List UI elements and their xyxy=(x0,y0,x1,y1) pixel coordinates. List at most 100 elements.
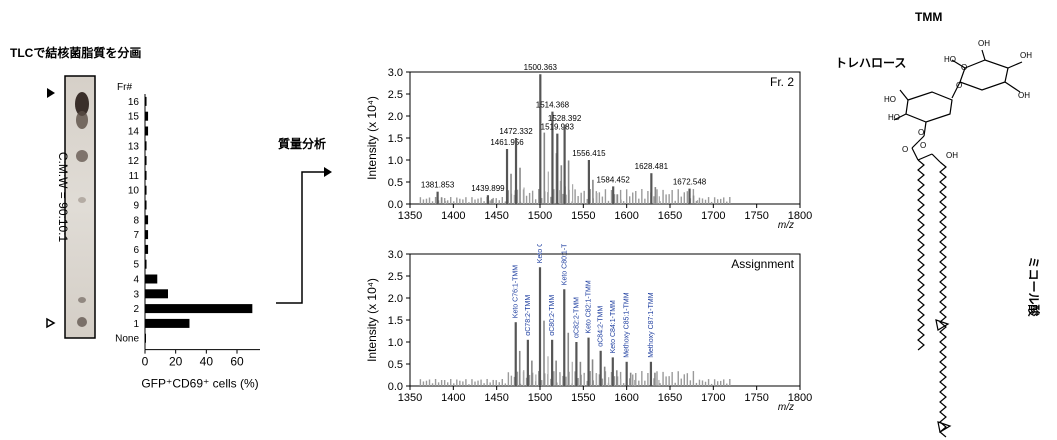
ms-peak-label: Keto C84:1-TMM xyxy=(610,300,617,353)
ms-peak-label: 1556.415 xyxy=(572,149,606,158)
bar-category-label: 8 xyxy=(133,215,139,226)
ms-xtick-label: 1600 xyxy=(614,210,638,222)
ms-peak-label: Methoxy C85:1-TMM xyxy=(624,292,631,358)
bar xyxy=(145,274,158,284)
ms-peak-label: Keto C80:1-TMM xyxy=(561,244,568,285)
ms-xtick-label: 1550 xyxy=(571,210,595,222)
bar-category-label: None xyxy=(115,334,139,345)
trehalose-label: トレハロース xyxy=(835,56,907,70)
ms-xtick-label: 1350 xyxy=(398,392,422,404)
ms-peak-label: 1628.481 xyxy=(635,162,669,171)
ms-peak-label: 1672.548 xyxy=(673,178,707,187)
bar-category-label: 16 xyxy=(128,97,140,108)
ms-xtick-label: 1650 xyxy=(658,210,682,222)
ms-xtick-label: 1400 xyxy=(441,392,465,404)
ms-peak-label: 1584.452 xyxy=(597,175,631,184)
ms-xtick-label: 1550 xyxy=(571,392,595,404)
atom-label: OH xyxy=(1018,91,1030,100)
ms-xtick-label: 1800 xyxy=(788,210,812,222)
bar xyxy=(145,111,149,121)
bar xyxy=(145,259,147,269)
ms-xlabel: m/z xyxy=(778,220,794,230)
ms-panel-label: Fr. 2 xyxy=(770,75,794,89)
ms-ytick-label: 2.0 xyxy=(388,293,403,305)
ms-xtick-label: 1750 xyxy=(744,210,768,222)
ms-ytick-label: 1.5 xyxy=(388,133,403,145)
bar xyxy=(145,289,168,299)
ms-peak-label: 1519.983 xyxy=(541,123,575,132)
ms-ytick-label: 1.0 xyxy=(388,155,403,167)
atom-label: HO xyxy=(944,55,956,64)
ms-peak-label: αC78:2-TMM xyxy=(525,295,532,336)
bar xyxy=(145,156,147,166)
atom-label: OH xyxy=(978,39,990,48)
ms-peak-label: αC80:2-TMM xyxy=(549,295,556,336)
bar-category-label: 9 xyxy=(133,201,139,212)
ms-ytick-label: 0.5 xyxy=(388,177,403,189)
ms-xtick-label: 1700 xyxy=(701,392,725,404)
bar xyxy=(145,96,147,106)
atom-label: O xyxy=(956,81,962,90)
ms-spectrum-fr2: 0.0 0.5 1.0 1.5 2.0 2.5 3.0 1350 1400 1450 1500 155… xyxy=(365,63,812,230)
solvent-label: C:M:W = 90:10:1 xyxy=(56,151,70,243)
bar xyxy=(145,304,253,314)
atom-label: OH xyxy=(946,151,958,160)
bar-category-label: 2 xyxy=(133,304,139,315)
solvent-front-arrow xyxy=(47,88,55,98)
ms-ytick-label: 3.0 xyxy=(388,67,403,79)
bar-xtick-label: 40 xyxy=(200,355,214,369)
ms-xtick-label: 1450 xyxy=(484,392,508,404)
bar-category-label: 11 xyxy=(129,171,140,182)
atom-label: O xyxy=(918,128,924,137)
ms-arrow xyxy=(276,167,332,304)
bar xyxy=(145,170,147,180)
ms-xtick-label: 1700 xyxy=(701,210,725,222)
bar-category-label: 3 xyxy=(133,289,139,300)
origin-arrow xyxy=(46,317,56,329)
ms-peak-label: 1461.956 xyxy=(490,138,524,147)
tlc-title: TLCで結核菌脂質を分画 xyxy=(10,46,142,60)
ms-spectrum-assignment: 0.0 0.5 1.0 1.5 2.0 2.5 3.0 1350 1400 1450 1500 155… xyxy=(365,244,812,413)
ms-xtick-label: 1350 xyxy=(398,210,422,222)
bar-category-label: 7 xyxy=(133,230,139,241)
compound-name: TMM xyxy=(915,10,943,24)
ms-ytick-label: 1.0 xyxy=(388,337,403,349)
atom-label: O xyxy=(920,141,926,150)
bar-category-label: 15 xyxy=(128,112,140,123)
bar-xtick-label: 20 xyxy=(169,355,183,369)
ms-ylabel: Intensity (x 10⁴) xyxy=(365,278,379,362)
ms-peak-label: αC82:2-TMM xyxy=(573,297,580,338)
ms-peak-label: 1381.853 xyxy=(421,181,455,190)
ms-ytick-label: 1.5 xyxy=(388,315,403,327)
ms-peak-label: αC84:2-TMM xyxy=(598,306,605,347)
bar xyxy=(145,215,149,225)
ms-peak-label: 1439.899 xyxy=(471,184,505,193)
bar-xtick-label: 60 xyxy=(230,355,244,369)
bar-category-label: 10 xyxy=(128,186,140,197)
ms-xtick-label: 1500 xyxy=(528,392,552,404)
atom-label: HO xyxy=(884,95,896,104)
ms-xtick-label: 1450 xyxy=(484,210,508,222)
ms-peak-label: Keto C78:1-TMM xyxy=(537,244,544,263)
bar-xlabel: GFP⁺CD69⁺ cells (%) xyxy=(141,377,258,391)
ms-xtick-label: 1650 xyxy=(658,392,682,404)
bar-category-label: 4 xyxy=(133,275,139,286)
ms-peak-label: 1528.392 xyxy=(548,114,582,123)
ms-ytick-label: 2.5 xyxy=(388,271,403,283)
ms-peak-label: 1500.363 xyxy=(524,63,558,72)
ms-xtick-label: 1500 xyxy=(528,210,552,222)
atom-label: O xyxy=(961,63,967,72)
ms-xlabel: m/z xyxy=(778,402,794,413)
ms-ylabel: Intensity (x 10⁴) xyxy=(365,96,379,180)
atom-label: O xyxy=(902,145,908,154)
bar-category-label: 12 xyxy=(128,156,140,167)
ms-xtick-label: 1400 xyxy=(441,210,465,222)
bar-category-label: 13 xyxy=(128,141,140,152)
tlc-plate xyxy=(46,75,96,339)
ms-xtick-label: 1750 xyxy=(744,392,768,404)
ms-label: 質量分析 xyxy=(278,137,327,151)
ms-peak-label: 1514.368 xyxy=(536,101,570,110)
ms-ytick-label: 0.5 xyxy=(388,359,403,371)
bar-xtick-label: 0 xyxy=(142,355,149,369)
